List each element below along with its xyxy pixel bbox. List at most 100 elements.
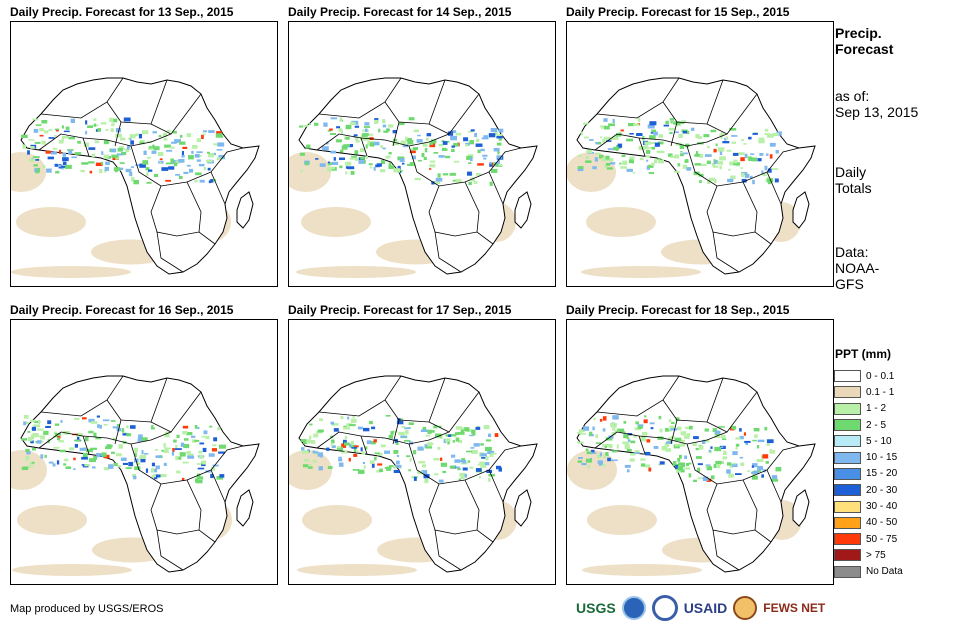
panel-title: Daily Precip. Forecast for 16 Sep., 2015 (10, 303, 234, 317)
rain-cell (31, 426, 36, 431)
rain-cell (101, 161, 104, 165)
rain-cell (686, 167, 692, 171)
rain-cell (69, 447, 75, 451)
rain-cell (751, 465, 754, 468)
rain-cell (440, 462, 448, 467)
rain-cell (639, 157, 644, 161)
rain-cell (117, 465, 122, 468)
rain-cell (601, 157, 608, 162)
rain-cell (208, 180, 212, 184)
rain-cell (54, 423, 60, 426)
rain-cell (494, 131, 498, 136)
rain-cell (87, 125, 93, 128)
rain-cell (35, 171, 40, 174)
rain-cell (393, 450, 399, 454)
rain-cell (713, 179, 717, 183)
dry-ocean-patch (11, 152, 46, 192)
rain-cell (445, 155, 451, 159)
panel-title: Daily Precip. Forecast for 15 Sep., 2015 (566, 5, 790, 19)
rain-cell (694, 163, 702, 166)
rain-cell (459, 459, 465, 463)
rain-cell (402, 144, 408, 148)
rain-cell (764, 165, 768, 171)
rain-cell (668, 153, 673, 157)
rain-cell (730, 175, 736, 180)
rain-cell (658, 463, 662, 466)
rain-cell (54, 135, 57, 137)
rain-cell (707, 145, 710, 149)
rain-cell (602, 443, 609, 447)
country-border (742, 181, 758, 233)
country-border (360, 435, 368, 455)
rain-cell (695, 447, 699, 451)
rain-cell (661, 446, 668, 451)
rain-cell (382, 124, 387, 128)
rain-cell (595, 434, 598, 439)
legend-label: No Data (866, 566, 903, 578)
rain-cell (739, 435, 744, 440)
rain-cell (762, 454, 769, 459)
rain-cell (716, 464, 721, 469)
rain-cell (381, 160, 386, 165)
rain-cell (361, 133, 369, 136)
rain-cell (303, 459, 310, 462)
rain-cell (728, 168, 731, 171)
rain-cell (480, 453, 487, 457)
rain-cell (756, 445, 760, 449)
country-border (186, 479, 202, 531)
madagascar-outline (792, 191, 810, 229)
rain-cell (645, 143, 648, 148)
rain-cell (613, 136, 619, 140)
africa-map-svg (567, 375, 816, 576)
rain-cell (759, 153, 764, 156)
rain-cell (154, 448, 158, 451)
rain-cell (735, 443, 740, 447)
rain-cell (300, 169, 303, 173)
rain-cell (57, 437, 60, 441)
rain-cell (161, 167, 169, 171)
rain-cell (769, 450, 776, 454)
rain-cell (321, 146, 329, 151)
rain-cell (719, 165, 722, 170)
rain-cell (92, 466, 96, 469)
rain-cell (581, 463, 587, 466)
rain-cell (676, 124, 682, 127)
rain-cell (329, 128, 333, 131)
rain-cell (176, 470, 181, 474)
rain-cell (45, 425, 51, 428)
rain-cell (488, 133, 496, 138)
rain-cell (112, 426, 120, 429)
rain-cell (186, 133, 192, 138)
rain-cell (678, 462, 683, 466)
rain-cell (208, 453, 215, 457)
rain-cell (377, 452, 383, 456)
rain-cell (729, 127, 737, 131)
rain-cell (146, 181, 152, 184)
rain-cell (345, 166, 349, 169)
legend-title: PPT (mm) (835, 347, 892, 361)
rain-cell (61, 166, 64, 170)
rain-cell (604, 446, 607, 449)
rain-cell (99, 426, 102, 429)
rain-cell (141, 450, 144, 455)
rain-cell (299, 152, 305, 156)
legend-swatch (834, 451, 861, 464)
rain-cell (703, 134, 710, 138)
rain-cell (145, 167, 150, 171)
rain-cell (328, 166, 335, 170)
rain-cell (744, 440, 751, 443)
rain-cell (63, 458, 69, 462)
rain-cell (199, 179, 205, 183)
rain-cell (685, 426, 692, 430)
rain-cell (421, 153, 425, 158)
rain-cell (751, 475, 758, 480)
forecast-panel-14-sep: Daily Precip. Forecast for 14 Sep., 2015 (288, 5, 556, 289)
rain-cell (703, 439, 710, 443)
dry-ocean-patch (16, 207, 86, 237)
rain-cell (460, 429, 464, 434)
rain-cell (89, 170, 93, 174)
rain-cell (194, 154, 200, 158)
rain-cell (454, 459, 460, 463)
rain-cell (142, 130, 149, 135)
rain-cell (413, 476, 417, 481)
